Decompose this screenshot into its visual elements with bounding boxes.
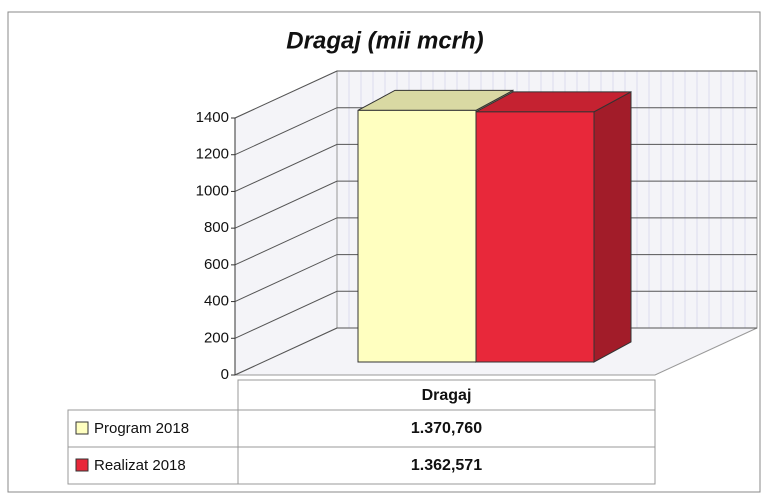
- bar-side: [593, 91, 632, 363]
- legend-swatch: [75, 421, 89, 435]
- legend-label: Program 2018: [94, 420, 189, 437]
- y-tick-label: 600: [204, 256, 229, 273]
- legend-label: Realizat 2018: [94, 457, 186, 474]
- y-tick-label: 0: [221, 366, 229, 383]
- bar: [475, 111, 595, 363]
- y-tick-label: 1200: [196, 146, 229, 163]
- table-category: Dragaj: [422, 387, 472, 404]
- table-row: [67, 446, 656, 485]
- grid-line: [234, 70, 757, 119]
- legend-swatch: [75, 458, 89, 472]
- y-tick-label: 800: [204, 219, 229, 236]
- y-tick-label: 200: [204, 329, 229, 346]
- data-label: 1.362,571: [411, 457, 482, 474]
- y-tick-label: 1000: [196, 182, 229, 199]
- table-row: [67, 409, 656, 448]
- chart-title: Dragaj (mii mcrh): [286, 27, 483, 54]
- table-header-cell: [237, 379, 656, 411]
- data-label: 1.370,760: [411, 420, 482, 437]
- bar: [357, 109, 477, 363]
- y-tick-label: 400: [204, 293, 229, 310]
- side-wall: [234, 70, 338, 376]
- y-tick-label: 1400: [196, 109, 229, 126]
